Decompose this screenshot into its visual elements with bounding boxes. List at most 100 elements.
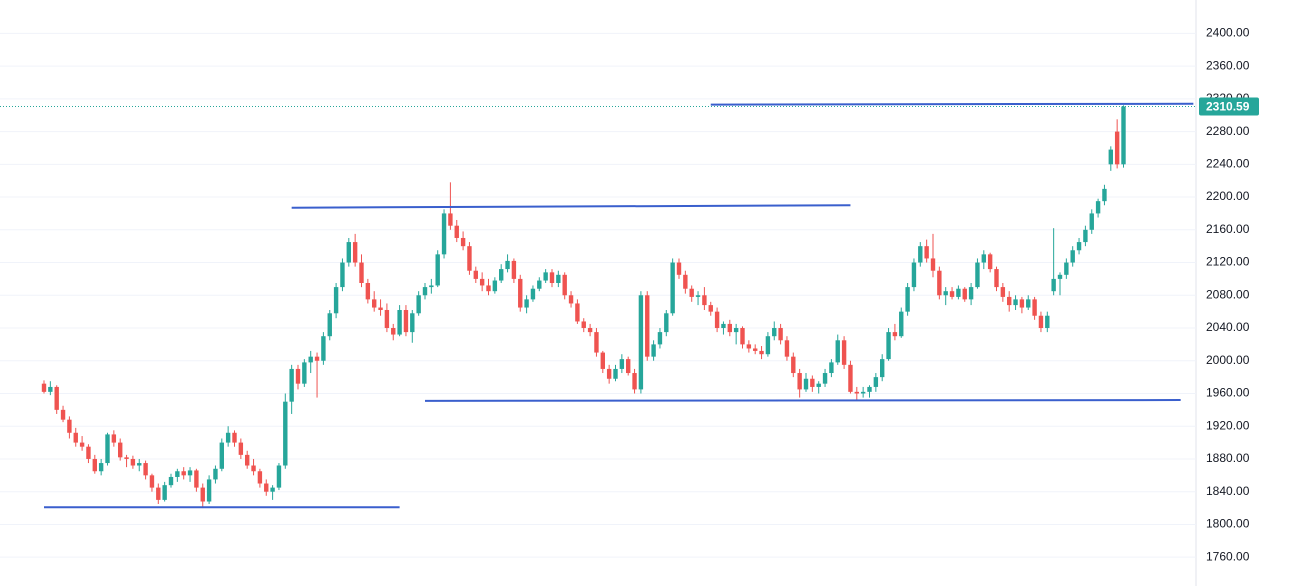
candle-body	[911, 262, 917, 288]
candle-body	[562, 274, 567, 296]
candle-body	[810, 378, 815, 387]
candle-body	[1032, 299, 1037, 316]
candle-body	[435, 254, 440, 286]
candle-body	[283, 401, 288, 466]
candle-body	[308, 356, 313, 363]
candle-body	[899, 311, 904, 337]
candle-body	[321, 336, 326, 361]
candle-body	[359, 262, 364, 283]
candle-body	[1064, 262, 1069, 275]
candle-body	[1121, 106, 1126, 165]
y-tick-label: 1920.00	[1206, 418, 1250, 432]
candle-body	[372, 299, 377, 308]
candle-body	[1057, 274, 1063, 279]
candle-body	[702, 295, 707, 306]
candle-body	[606, 368, 612, 379]
y-tick-label: 2360.00	[1206, 58, 1250, 72]
candle-body	[181, 471, 186, 476]
candle-body	[1000, 287, 1006, 297]
candle-body	[772, 328, 777, 337]
candle-body	[778, 328, 783, 341]
candle-body	[657, 332, 663, 345]
candle-body	[994, 269, 999, 288]
candle-body	[41, 383, 47, 392]
candle-body	[124, 457, 129, 459]
candle-body	[537, 280, 542, 289]
candle-body	[937, 270, 942, 296]
candle-body	[168, 476, 174, 486]
candle-body	[1013, 299, 1018, 306]
candle-body	[54, 386, 59, 410]
y-tick-label: 1880.00	[1206, 451, 1250, 465]
candle-body	[118, 442, 123, 458]
candle-body	[206, 479, 212, 502]
candle-body	[930, 258, 936, 271]
candle-body	[765, 336, 771, 355]
candle-body	[1076, 242, 1082, 251]
candle-body	[219, 442, 224, 469]
candle-body	[943, 291, 948, 296]
candle-body	[848, 364, 853, 392]
candle-body	[467, 246, 472, 271]
candle-body	[714, 311, 720, 329]
candle-body	[689, 288, 694, 297]
candle-body	[200, 487, 205, 502]
candle-body	[556, 274, 561, 283]
candle-body	[410, 313, 415, 333]
candle-body	[543, 272, 548, 281]
candle-body	[454, 225, 459, 238]
y-tick-label: 2160.00	[1206, 222, 1250, 236]
candle-body	[683, 274, 688, 289]
candle-body	[645, 295, 650, 357]
candle-body	[1026, 299, 1031, 308]
candle-body	[1114, 131, 1120, 165]
candle-body	[92, 458, 97, 472]
y-tick-label: 2120.00	[1206, 255, 1250, 269]
y-tick-label: 1760.00	[1206, 549, 1250, 563]
candle-body	[587, 328, 593, 333]
candle-body	[949, 291, 955, 297]
candle-body	[867, 386, 872, 392]
candle-body	[530, 288, 536, 300]
candle-body	[162, 485, 167, 500]
candle-body	[841, 340, 847, 365]
last-price-label: 2310.59	[1206, 100, 1250, 114]
candle-body	[73, 432, 78, 443]
candle-body	[892, 332, 898, 337]
candle-body	[346, 242, 351, 263]
candle-body	[695, 295, 701, 297]
candle-body	[98, 463, 104, 472]
trend-line	[424, 399, 1181, 402]
candle-body	[429, 285, 434, 288]
candle-body	[397, 310, 402, 335]
candle-body	[384, 310, 390, 329]
candle-body	[232, 432, 237, 443]
y-tick-label: 2280.00	[1206, 124, 1250, 138]
candle-body	[803, 378, 809, 390]
y-tick-label: 2000.00	[1206, 353, 1250, 367]
candle-body	[568, 295, 574, 304]
y-tick-label: 1960.00	[1206, 386, 1250, 400]
candle-body	[137, 463, 142, 466]
candle-body	[664, 313, 669, 333]
candle-body	[918, 246, 923, 263]
candle-body	[1070, 250, 1075, 263]
candle-body	[670, 262, 675, 314]
candle-body	[1095, 201, 1101, 214]
candle-body	[816, 383, 821, 387]
trend-line	[291, 204, 851, 209]
candle-body	[797, 373, 802, 390]
candle-body	[1083, 229, 1088, 243]
candle-body	[156, 487, 161, 500]
candle-body	[245, 454, 250, 466]
candle-body	[391, 328, 396, 335]
candle-body	[111, 434, 117, 443]
candle-body	[956, 288, 961, 297]
candle-body	[581, 321, 586, 329]
candle-body	[416, 295, 421, 314]
candle-body	[600, 352, 605, 369]
candle-body	[854, 391, 859, 394]
last-price-tag	[1199, 97, 1259, 116]
candle-body	[448, 213, 453, 226]
candle-body	[499, 269, 504, 281]
